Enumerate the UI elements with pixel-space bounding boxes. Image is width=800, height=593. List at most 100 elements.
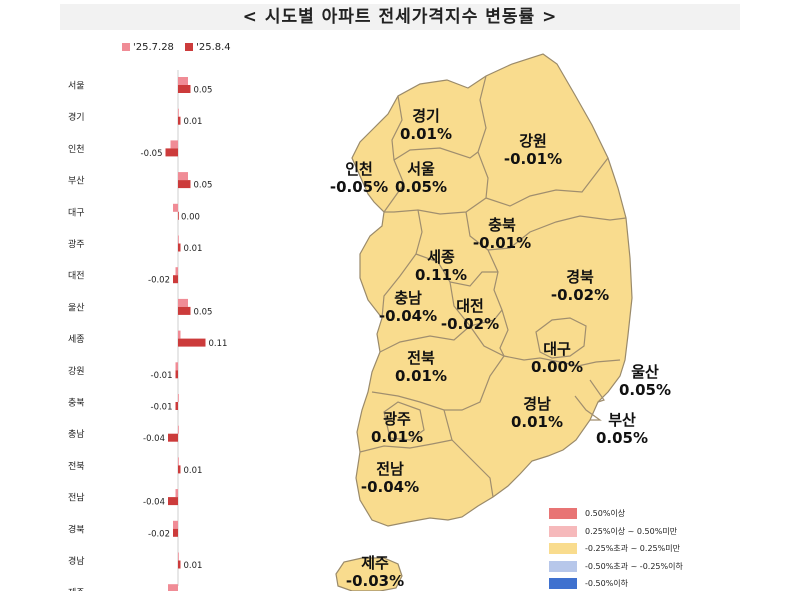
range-label: 0.50%이상 xyxy=(585,509,626,519)
map-region-name: 충북 xyxy=(488,216,516,234)
map-region-value: -0.01% xyxy=(473,234,531,252)
data-label: -0.05 xyxy=(141,149,163,159)
bar-series-1 xyxy=(178,77,188,85)
range-legend-item: 0.50%이상 xyxy=(549,505,683,523)
bar-series-2 xyxy=(178,211,179,220)
bar-series-2 xyxy=(173,275,178,284)
bar-series-1 xyxy=(173,203,178,212)
data-label: 0.11 xyxy=(209,339,228,349)
bar-series-1 xyxy=(178,394,179,402)
bar-series-2 xyxy=(178,560,181,569)
map-region-value: -0.01% xyxy=(504,150,562,168)
category-label: 울산 xyxy=(68,302,85,313)
category-label: 광주 xyxy=(68,238,85,250)
map-region-value: 0.01% xyxy=(400,125,452,143)
map-region-name: 제주 xyxy=(361,554,389,572)
map-region-name: 인천 xyxy=(345,160,373,178)
bar-series-1 xyxy=(178,235,179,244)
map-region-name: 경남 xyxy=(523,395,551,413)
map-region-value: -0.02% xyxy=(441,315,499,333)
bar-series-2 xyxy=(178,306,191,315)
bar-series-2 xyxy=(178,338,206,347)
data-label: 0.01 xyxy=(184,561,203,571)
bar-chart: 서울 0.05 경기 0.01 인천 -0.05 부산 0.05 대구 0.00 광주 0.01 대전 -… xyxy=(68,70,228,591)
map-region-name: 서울 xyxy=(407,160,435,178)
category-label: 전남 xyxy=(68,493,85,504)
bar-series-2 xyxy=(178,85,191,93)
map-region-name: 대전 xyxy=(456,297,484,315)
data-label: -0.01 xyxy=(151,403,173,413)
data-label: -0.04 xyxy=(143,434,165,444)
bar-series-1 xyxy=(168,584,178,591)
legend-label-series-1: '25.7.28 xyxy=(133,42,174,53)
category-label: 경남 xyxy=(68,555,85,567)
bar-series-1 xyxy=(178,457,179,466)
data-label: -0.02 xyxy=(148,276,170,286)
category-label: 제주 xyxy=(68,588,85,591)
bar-series-1 xyxy=(178,108,179,117)
map-region-value: 0.01% xyxy=(511,413,563,431)
jeju-shape xyxy=(335,557,403,591)
data-label: 0.01 xyxy=(184,244,203,254)
range-legend-item: -0.25%초과 ~ 0.25%미만 xyxy=(549,540,683,558)
map-region-value: -0.04% xyxy=(361,478,419,496)
map-region-name: 경북 xyxy=(566,268,594,286)
map-region-name: 광주 xyxy=(383,410,411,428)
legend-swatch-series-1 xyxy=(122,43,130,51)
map-region-value: 0.00% xyxy=(531,358,583,376)
range-legend: 0.50%이상 0.25%이상 ~ 0.50%미만 -0.25%초과 ~ 0.2… xyxy=(549,505,683,593)
bar-series-2 xyxy=(165,148,178,157)
legend-swatch-series-2 xyxy=(185,43,194,51)
bar-series-2 xyxy=(168,433,178,442)
range-legend-item: 0.25%이상 ~ 0.50%미만 xyxy=(549,523,683,541)
bar-series-2 xyxy=(168,497,178,506)
bar-series-1 xyxy=(178,552,179,561)
mainland-shape xyxy=(351,53,633,527)
category-label: 서울 xyxy=(68,81,85,92)
range-label: 0.25%이상 ~ 0.50%미만 xyxy=(585,526,678,536)
map-region-value: -0.04% xyxy=(379,307,437,325)
data-label: -0.01 xyxy=(151,371,173,381)
range-label: -0.50%이하 xyxy=(585,579,629,589)
range-label: -0.25%초과 ~ 0.25%미만 xyxy=(585,544,680,554)
map-region-value: 0.05% xyxy=(395,178,447,196)
map-region-name: 전남 xyxy=(376,460,404,478)
legend-label-series-2: '25.8.4 xyxy=(196,42,231,53)
data-label: -0.04 xyxy=(143,498,165,508)
map-region-name: 전북 xyxy=(407,349,435,367)
category-label: 경기 xyxy=(68,111,85,123)
bar-series-1 xyxy=(175,362,178,371)
range-legend-item: -0.50%초과 ~ -0.25%이하 xyxy=(549,558,683,576)
range-label: -0.50%초과 ~ -0.25%이하 xyxy=(585,561,683,571)
bar-series-2 xyxy=(178,116,181,125)
legend-item-series-1: '25.7.28 xyxy=(122,42,174,53)
bar-series-2 xyxy=(178,465,181,474)
map-region-name: 세종 xyxy=(427,248,455,266)
bar-series-2 xyxy=(175,402,178,410)
bar-series-1 xyxy=(178,425,179,434)
category-label: 충남 xyxy=(68,429,85,440)
data-label: 0.05 xyxy=(194,307,213,317)
map-region-name: 충남 xyxy=(394,289,422,307)
map-region-value: 0.11% xyxy=(415,266,467,284)
category-label: 대구 xyxy=(68,207,85,218)
bar-series-1 xyxy=(170,140,178,149)
bar-series-2 xyxy=(178,180,191,189)
category-label: 전북 xyxy=(68,461,85,472)
data-label: 0.05 xyxy=(194,181,213,191)
bar-series-1 xyxy=(175,267,178,276)
bar-series-1 xyxy=(178,330,181,339)
range-swatch xyxy=(549,508,577,520)
bar-series-1 xyxy=(178,298,188,307)
range-swatch xyxy=(549,578,577,590)
bar-series-1 xyxy=(173,520,178,529)
bar-series-2 xyxy=(178,243,181,252)
map-region-value: 0.01% xyxy=(395,367,447,385)
map-region-value: -0.03% xyxy=(346,572,404,590)
category-label: 경북 xyxy=(68,523,85,535)
map-region-value: 0.01% xyxy=(371,428,423,446)
category-label: 세종 xyxy=(68,334,85,345)
category-label: 부산 xyxy=(68,176,85,187)
data-label: 0.05 xyxy=(194,86,213,96)
